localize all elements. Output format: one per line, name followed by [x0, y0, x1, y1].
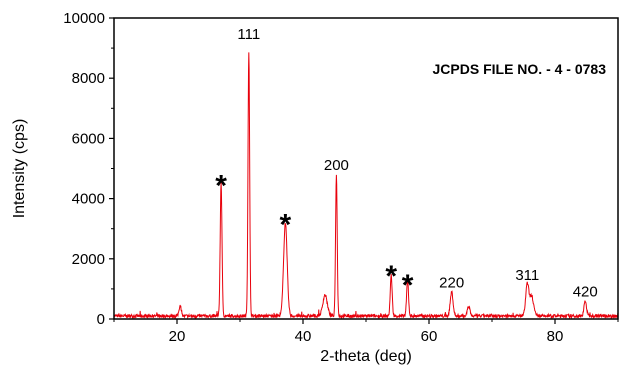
miller-index-label: 420	[573, 283, 598, 300]
y-tick-label: 2000	[72, 251, 105, 268]
x-tick-label: 40	[295, 328, 312, 345]
x-tick-label: 60	[421, 328, 438, 345]
x-tick-label: 80	[547, 328, 564, 345]
miller-index-label: 111	[237, 26, 260, 43]
y-tick-label: 10000	[63, 10, 105, 27]
y-tick-label: 6000	[72, 130, 105, 147]
x-tick-label: 20	[169, 328, 186, 345]
impurity-star-label: *	[385, 260, 397, 293]
x-axis-title: 2-theta (deg)	[320, 348, 412, 365]
impurity-star-label: *	[402, 269, 414, 302]
y-axis-title: Intensity (cps)	[11, 119, 28, 219]
y-axis: 0 2000 4000 6000 8000 10000	[63, 10, 114, 328]
jcpds-file-note: JCPDS FILE NO. - 4 - 0783	[433, 61, 607, 77]
xrd-pattern-line	[113, 52, 619, 320]
y-tick-label: 0	[97, 311, 105, 328]
x-axis: 20 40 60 80	[113, 319, 619, 345]
y-tick-label: 8000	[72, 70, 105, 87]
miller-index-label: 220	[439, 274, 464, 291]
miller-index-label: 200	[324, 157, 349, 174]
impurity-star-label: *	[215, 170, 227, 203]
miller-index-label: 311	[515, 267, 539, 284]
y-tick-label: 4000	[72, 191, 105, 208]
impurity-star-label: *	[280, 209, 292, 242]
